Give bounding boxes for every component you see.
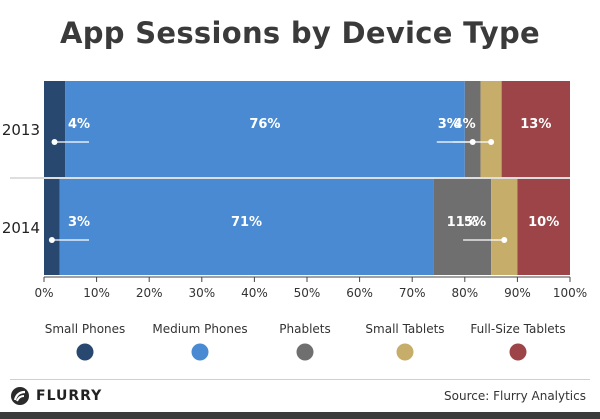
- bar-full-size-tablets-2013: [501, 81, 570, 177]
- x-tick-label: 70%: [399, 286, 426, 300]
- bar-phablets-2013: [464, 81, 481, 177]
- x-tick-label: 30%: [188, 286, 215, 300]
- legend-swatch: [396, 343, 414, 361]
- bar-small-phones-2013: [44, 81, 66, 177]
- x-tick-label: 60%: [346, 286, 373, 300]
- data-label-full-size-tablets-2014: 10%: [528, 215, 559, 230]
- data-label-small-tablets-2014: 5%: [464, 215, 486, 230]
- x-tick-label: 50%: [294, 286, 321, 300]
- callout-dot: [51, 139, 58, 145]
- x-tick-label: 20%: [136, 286, 163, 300]
- flurry-logo-icon: [11, 387, 29, 405]
- legend-label: Small Phones: [45, 322, 126, 336]
- brand-logo: FLURRY: [10, 386, 102, 406]
- x-tick-label: 100%: [553, 286, 587, 300]
- bar-medium-phones-2013: [65, 81, 465, 177]
- data-label-medium-phones-2014: 71%: [231, 215, 262, 230]
- legend-label: Small Tablets: [365, 322, 444, 336]
- data-label-small-phones-2013: 4%: [68, 117, 90, 132]
- bottom-bar: [0, 412, 600, 419]
- bar-phablets-2014: [433, 179, 492, 275]
- data-label-phablets-2013: 3%: [438, 117, 460, 132]
- source-note: Source: Flurry Analytics: [444, 389, 586, 403]
- data-label-phablets-2014: 11%: [447, 215, 478, 230]
- stacked-bar-chart: 2013 4% 76% 3%4% 13%2014 3% 71% 11%5% 10%0% 10% 20…: [2, 81, 587, 361]
- legend-swatch: [296, 343, 314, 361]
- bar-small-tablets-2014: [491, 179, 518, 275]
- data-label-medium-phones-2013: 76%: [249, 117, 280, 132]
- x-tick-label: 40%: [241, 286, 268, 300]
- category-label-2013: 2013: [2, 121, 40, 139]
- x-tick-label: 90%: [504, 286, 531, 300]
- data-label-small-tablets-2013: 4%: [454, 117, 476, 132]
- x-tick-label: 0%: [34, 286, 53, 300]
- x-tick-label: 80%: [451, 286, 478, 300]
- bar-small-phones-2014: [44, 179, 60, 275]
- bar-full-size-tablets-2014: [517, 179, 570, 275]
- data-label-full-size-tablets-2013: 13%: [520, 117, 551, 132]
- x-tick-label: 10%: [83, 286, 110, 300]
- callout-dot: [48, 237, 55, 243]
- legend-label: Phablets: [279, 322, 331, 336]
- data-label-small-phones-2014: 3%: [68, 215, 90, 230]
- legend-swatch: [76, 343, 94, 361]
- footer-divider: [10, 379, 590, 380]
- bar-medium-phones-2014: [59, 179, 434, 275]
- brand-name: FLURRY: [36, 388, 103, 404]
- legend-swatch: [191, 343, 209, 361]
- chart-title: App Sessions by Device Type: [59, 16, 541, 50]
- legend-label: Full-Size Tablets: [470, 322, 565, 336]
- category-label-2014: 2014: [2, 219, 40, 237]
- bar-small-tablets-2013: [480, 81, 502, 177]
- legend-swatch: [509, 343, 527, 361]
- callout-dot: [501, 237, 508, 243]
- callout-dot: [488, 139, 495, 145]
- legend-label: Medium Phones: [152, 322, 247, 336]
